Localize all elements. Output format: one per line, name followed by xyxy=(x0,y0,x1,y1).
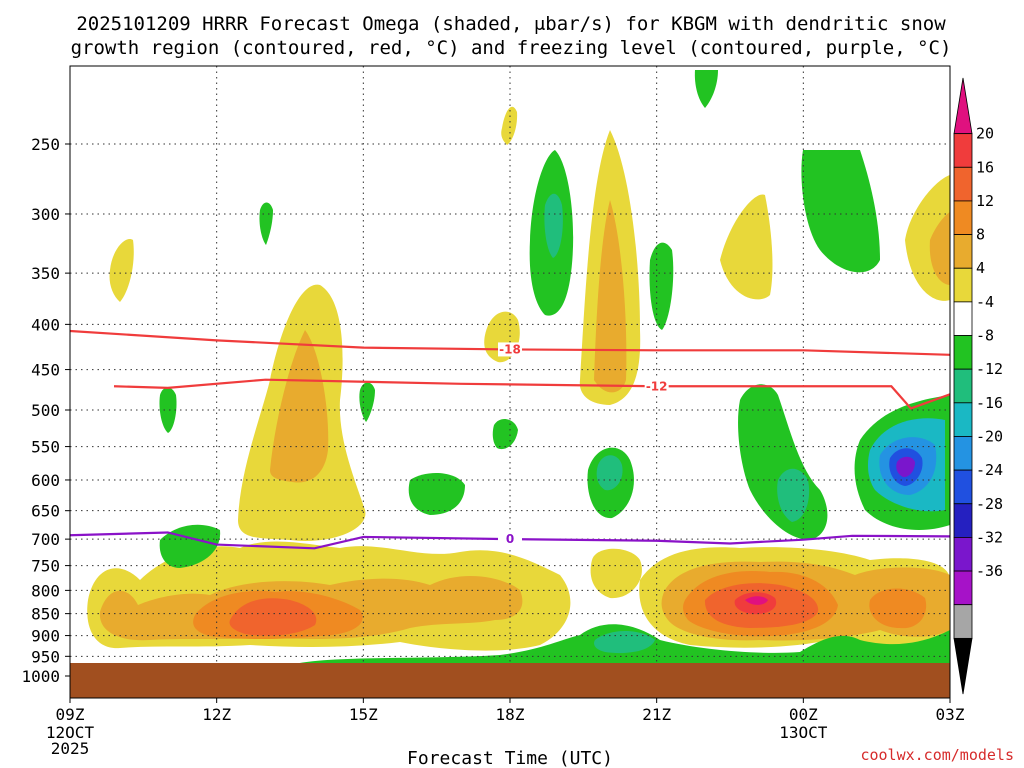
ground-terrain xyxy=(70,663,950,698)
omega-region-green-i xyxy=(159,387,177,433)
colorbar-label: -16 xyxy=(976,394,1003,412)
colorbar-label: -24 xyxy=(976,461,1003,479)
omega-region-teal-b xyxy=(596,455,623,491)
omega-region-teal-low xyxy=(594,631,655,654)
colorbar-label: 4 xyxy=(976,259,985,277)
colorbar-label: 8 xyxy=(976,226,985,244)
x-tick-label: 00Z xyxy=(789,705,818,724)
colorbar-segment xyxy=(953,234,973,269)
x-tick-label: 12Z xyxy=(202,705,231,724)
contour-lines: -18 -12 0 xyxy=(70,329,950,550)
colorbar-label: -32 xyxy=(976,528,1003,546)
contour-label: 0 xyxy=(506,532,514,546)
x-tick-date: 13OCT xyxy=(779,723,828,742)
omega-region-low-red xyxy=(229,598,317,636)
x-tick-label: 09Z xyxy=(56,705,85,724)
omega-region-green-b xyxy=(801,150,880,273)
omega-region-green-g xyxy=(408,473,465,515)
colorbar-label: -12 xyxy=(976,360,1003,378)
colorbar-segment xyxy=(953,200,973,235)
colorbar-segment xyxy=(953,436,973,471)
y-tick-label: 700 xyxy=(31,530,60,549)
omega-region-green-m xyxy=(359,382,375,422)
omega-region-teal-a xyxy=(544,193,563,258)
colorbar-top-triangle xyxy=(953,77,973,135)
omega-region-small-yellow-2 xyxy=(109,239,134,302)
x-tick-label: 21Z xyxy=(642,705,671,724)
colorbar-label: -8 xyxy=(976,327,994,345)
y-tick-label: 900 xyxy=(31,627,60,646)
omega-region-small-yellow-5 xyxy=(590,548,642,599)
colorbar-segment xyxy=(953,503,973,538)
x-tick-label: 03Z xyxy=(936,705,965,724)
y-tick-label: 650 xyxy=(31,502,60,521)
colorbar-segment xyxy=(953,570,973,606)
colorbar-label: 20 xyxy=(976,125,994,143)
colorbar-segment xyxy=(953,469,973,505)
omega-region-green-f xyxy=(159,524,221,568)
omega-region-mid-orange-b xyxy=(594,200,627,393)
y-tick-label: 750 xyxy=(31,557,60,576)
y-axis-ticks: 250 300 350 400 450 500 550 600 650 700 750 800 850 9… xyxy=(21,135,70,686)
y-tick-label: 500 xyxy=(31,401,60,420)
y-tick-label: 400 xyxy=(31,315,60,334)
contour-label-bg xyxy=(498,342,522,357)
chart-title-line2: growth region (contoured, red, °C) and f… xyxy=(71,37,952,59)
credit-text: coolwx.com/models xyxy=(860,746,1014,764)
contour-label-bg xyxy=(644,379,669,394)
colorbar-label: 12 xyxy=(976,192,994,210)
contour-label: -12 xyxy=(646,379,668,393)
y-tick-label: 600 xyxy=(31,471,60,490)
colorbar-label: -28 xyxy=(976,495,1003,513)
colorbar-segment xyxy=(953,402,973,437)
colorbar-label: -36 xyxy=(976,562,1003,580)
omega-region-purple-d xyxy=(896,456,915,478)
colorbar-label: 16 xyxy=(976,158,994,176)
y-tick-label: 800 xyxy=(31,581,60,600)
omega-region-right-dkorange-2 xyxy=(869,588,927,629)
colorbar-label: -20 xyxy=(976,427,1003,445)
contour-label-bg xyxy=(498,532,522,547)
y-tick-label: 850 xyxy=(31,605,60,624)
colorbar-label: -4 xyxy=(976,293,994,311)
omega-region-green-h xyxy=(649,242,674,330)
y-tick-label: 350 xyxy=(31,264,60,283)
x-tick-label: 15Z xyxy=(349,705,378,724)
colorbar: 20 16 12 8 4 -4 -8 -12 -16 -20 -24 -28 -32 -36 xyxy=(953,77,1003,695)
omega-region-teal-c xyxy=(777,468,810,522)
omega-region-green-j xyxy=(492,418,518,450)
colorbar-segment xyxy=(953,301,973,336)
colorbar-segment xyxy=(953,267,973,303)
colorbar-segment xyxy=(953,368,973,404)
contour-label: -18 xyxy=(499,342,521,356)
chart-title-line1: 2025101209 HRRR Forecast Omega (shaded, … xyxy=(76,13,946,35)
omega-region-green-k xyxy=(694,70,718,108)
omega-region-ur-orange xyxy=(929,212,950,285)
omega-region-smallcap-yellow xyxy=(720,194,773,300)
x-tick-date: 12OCT xyxy=(46,723,95,742)
y-tick-label: 250 xyxy=(31,135,60,154)
omega-region-small-yellow-4 xyxy=(501,106,518,145)
omega-region-right-pink xyxy=(745,596,768,605)
colorbar-bottom-triangle xyxy=(953,637,973,695)
omega-shading xyxy=(70,70,950,698)
y-tick-label: 300 xyxy=(31,205,60,224)
colorbar-segment xyxy=(953,537,973,572)
omega-region-green-l xyxy=(259,202,273,245)
y-tick-label: 550 xyxy=(31,438,60,457)
colorbar-segment xyxy=(953,166,973,202)
x-axis-label: Forecast Time (UTC) xyxy=(407,748,613,768)
x-tick-year: 2025 xyxy=(51,739,90,758)
y-tick-label: 450 xyxy=(31,361,60,380)
omega-region-mid-orange-a xyxy=(270,330,329,483)
y-tick-label: 1000 xyxy=(21,667,60,686)
colorbar-segment xyxy=(953,335,973,370)
colorbar-segment xyxy=(953,133,973,168)
x-tick-label: 18Z xyxy=(496,705,525,724)
colorbar-segment xyxy=(953,604,973,639)
y-tick-label: 950 xyxy=(31,647,60,666)
